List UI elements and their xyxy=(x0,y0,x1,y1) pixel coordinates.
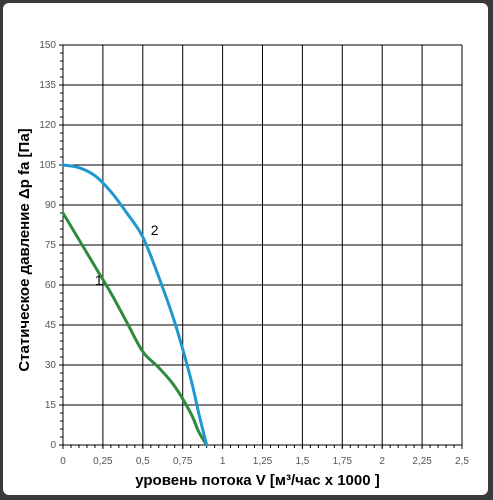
y-tick-label: 90 xyxy=(45,200,57,211)
x-tick-label: 0 xyxy=(60,456,66,467)
x-tick-label: 0,75 xyxy=(173,456,193,467)
x-tick-label: 2 xyxy=(379,456,385,467)
x-tick-label: 0,5 xyxy=(136,456,150,467)
y-tick-label: 135 xyxy=(39,80,56,91)
y-tick-label: 120 xyxy=(39,120,56,131)
y-tick-label: 60 xyxy=(45,280,57,291)
y-tick-label: 105 xyxy=(39,160,56,171)
series-line-2 xyxy=(61,163,209,447)
y-tick-label: 150 xyxy=(39,40,56,51)
x-tick-label: 1,25 xyxy=(253,456,273,467)
y-tick-label: 0 xyxy=(50,440,56,451)
x-tick-label: 1,75 xyxy=(333,456,353,467)
x-tick-label: 1,5 xyxy=(295,456,309,467)
y-axis-title: Статическое давление Δp fa [Па] xyxy=(16,128,33,371)
x-axis-title: уровень потока V [м³/час x 1000 ] xyxy=(135,472,380,489)
series-label-2: 2 xyxy=(151,222,159,238)
series-line-1 xyxy=(61,211,209,447)
y-tick-label: 15 xyxy=(45,400,57,411)
y-tick-label: 30 xyxy=(45,360,57,371)
series-label-1: 1 xyxy=(95,272,103,288)
x-tick-label: 0,25 xyxy=(93,456,113,467)
y-tick-label: 75 xyxy=(45,240,57,251)
x-tick-label: 1 xyxy=(220,456,226,467)
x-tick-label: 2,5 xyxy=(455,456,469,467)
y-tick-label: 45 xyxy=(45,320,57,331)
x-tick-label: 2,25 xyxy=(412,456,432,467)
